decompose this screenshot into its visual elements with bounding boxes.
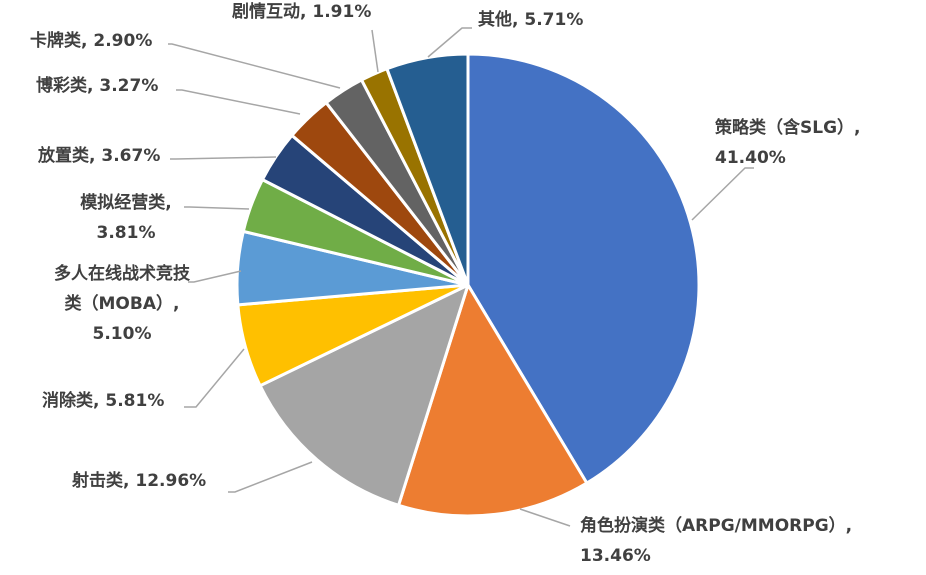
pie-slice xyxy=(397,283,589,518)
leader-line xyxy=(519,508,571,527)
leader-line xyxy=(184,348,245,408)
slice-label-line: 13.46% xyxy=(580,546,651,566)
pie-slice xyxy=(385,52,470,287)
slice-label-line: 剧情互动, 1.91% xyxy=(232,2,372,22)
pie-slice xyxy=(466,52,701,485)
slice-label: 多人在线战术竞技 类（MOBA）, 5.10% xyxy=(22,266,222,343)
slice-label-line: 3.81% xyxy=(96,223,156,243)
slice-label: 射击类, 12.96% xyxy=(72,473,206,490)
slice-label: 其他, 5.71% xyxy=(478,12,583,29)
pie-slices xyxy=(235,52,701,518)
slice-label-line: 角色扮演类（ARPG/MMORPG）, xyxy=(580,516,853,536)
leader-lines xyxy=(168,27,754,527)
leader-line xyxy=(176,89,301,115)
slice-label-line: 模拟经营类, xyxy=(80,193,172,213)
slice-label: 消除类, 5.81% xyxy=(42,393,164,410)
leader-line xyxy=(228,461,313,493)
slice-label-line: 5.10% xyxy=(92,324,152,344)
slice-label-line: 消除类, 5.81% xyxy=(42,391,165,411)
slice-label-line: 卡牌类, 2.90% xyxy=(30,31,153,51)
leader-line xyxy=(427,27,472,58)
leader-line xyxy=(170,156,277,160)
slice-label-line: 其他, 5.71% xyxy=(478,10,584,30)
slice-label-line: 射击类, 12.96% xyxy=(72,471,207,491)
slice-label-line: 类（MOBA）, xyxy=(64,294,180,314)
leader-line xyxy=(188,270,242,283)
slice-label-line: 放置类, 3.67% xyxy=(38,146,161,166)
slice-label: 角色扮演类（ARPG/MMORPG）, 13.46% xyxy=(580,518,852,565)
leader-line xyxy=(371,29,379,73)
slice-label-line: 多人在线战术竞技 xyxy=(54,264,190,284)
leader-line xyxy=(168,43,341,89)
slice-label-line: 策略类（含SLG）, xyxy=(715,118,861,138)
leader-line xyxy=(184,206,250,210)
slice-label: 博彩类, 3.27% xyxy=(36,78,158,95)
slice-label-line: 41.40% xyxy=(715,148,786,168)
pie-slice xyxy=(258,283,470,507)
slice-label: 卡牌类, 2.90% xyxy=(30,33,152,50)
slice-label: 模拟经营类, 3.81% xyxy=(66,195,186,242)
slice-label: 剧情互动, 1.91% xyxy=(232,4,371,21)
slice-label: 策略类（含SLG）, 41.40% xyxy=(715,120,861,167)
slice-label-line: 博彩类, 3.27% xyxy=(36,76,159,96)
slice-label: 放置类, 3.67% xyxy=(38,148,160,165)
leader-line xyxy=(691,167,754,221)
